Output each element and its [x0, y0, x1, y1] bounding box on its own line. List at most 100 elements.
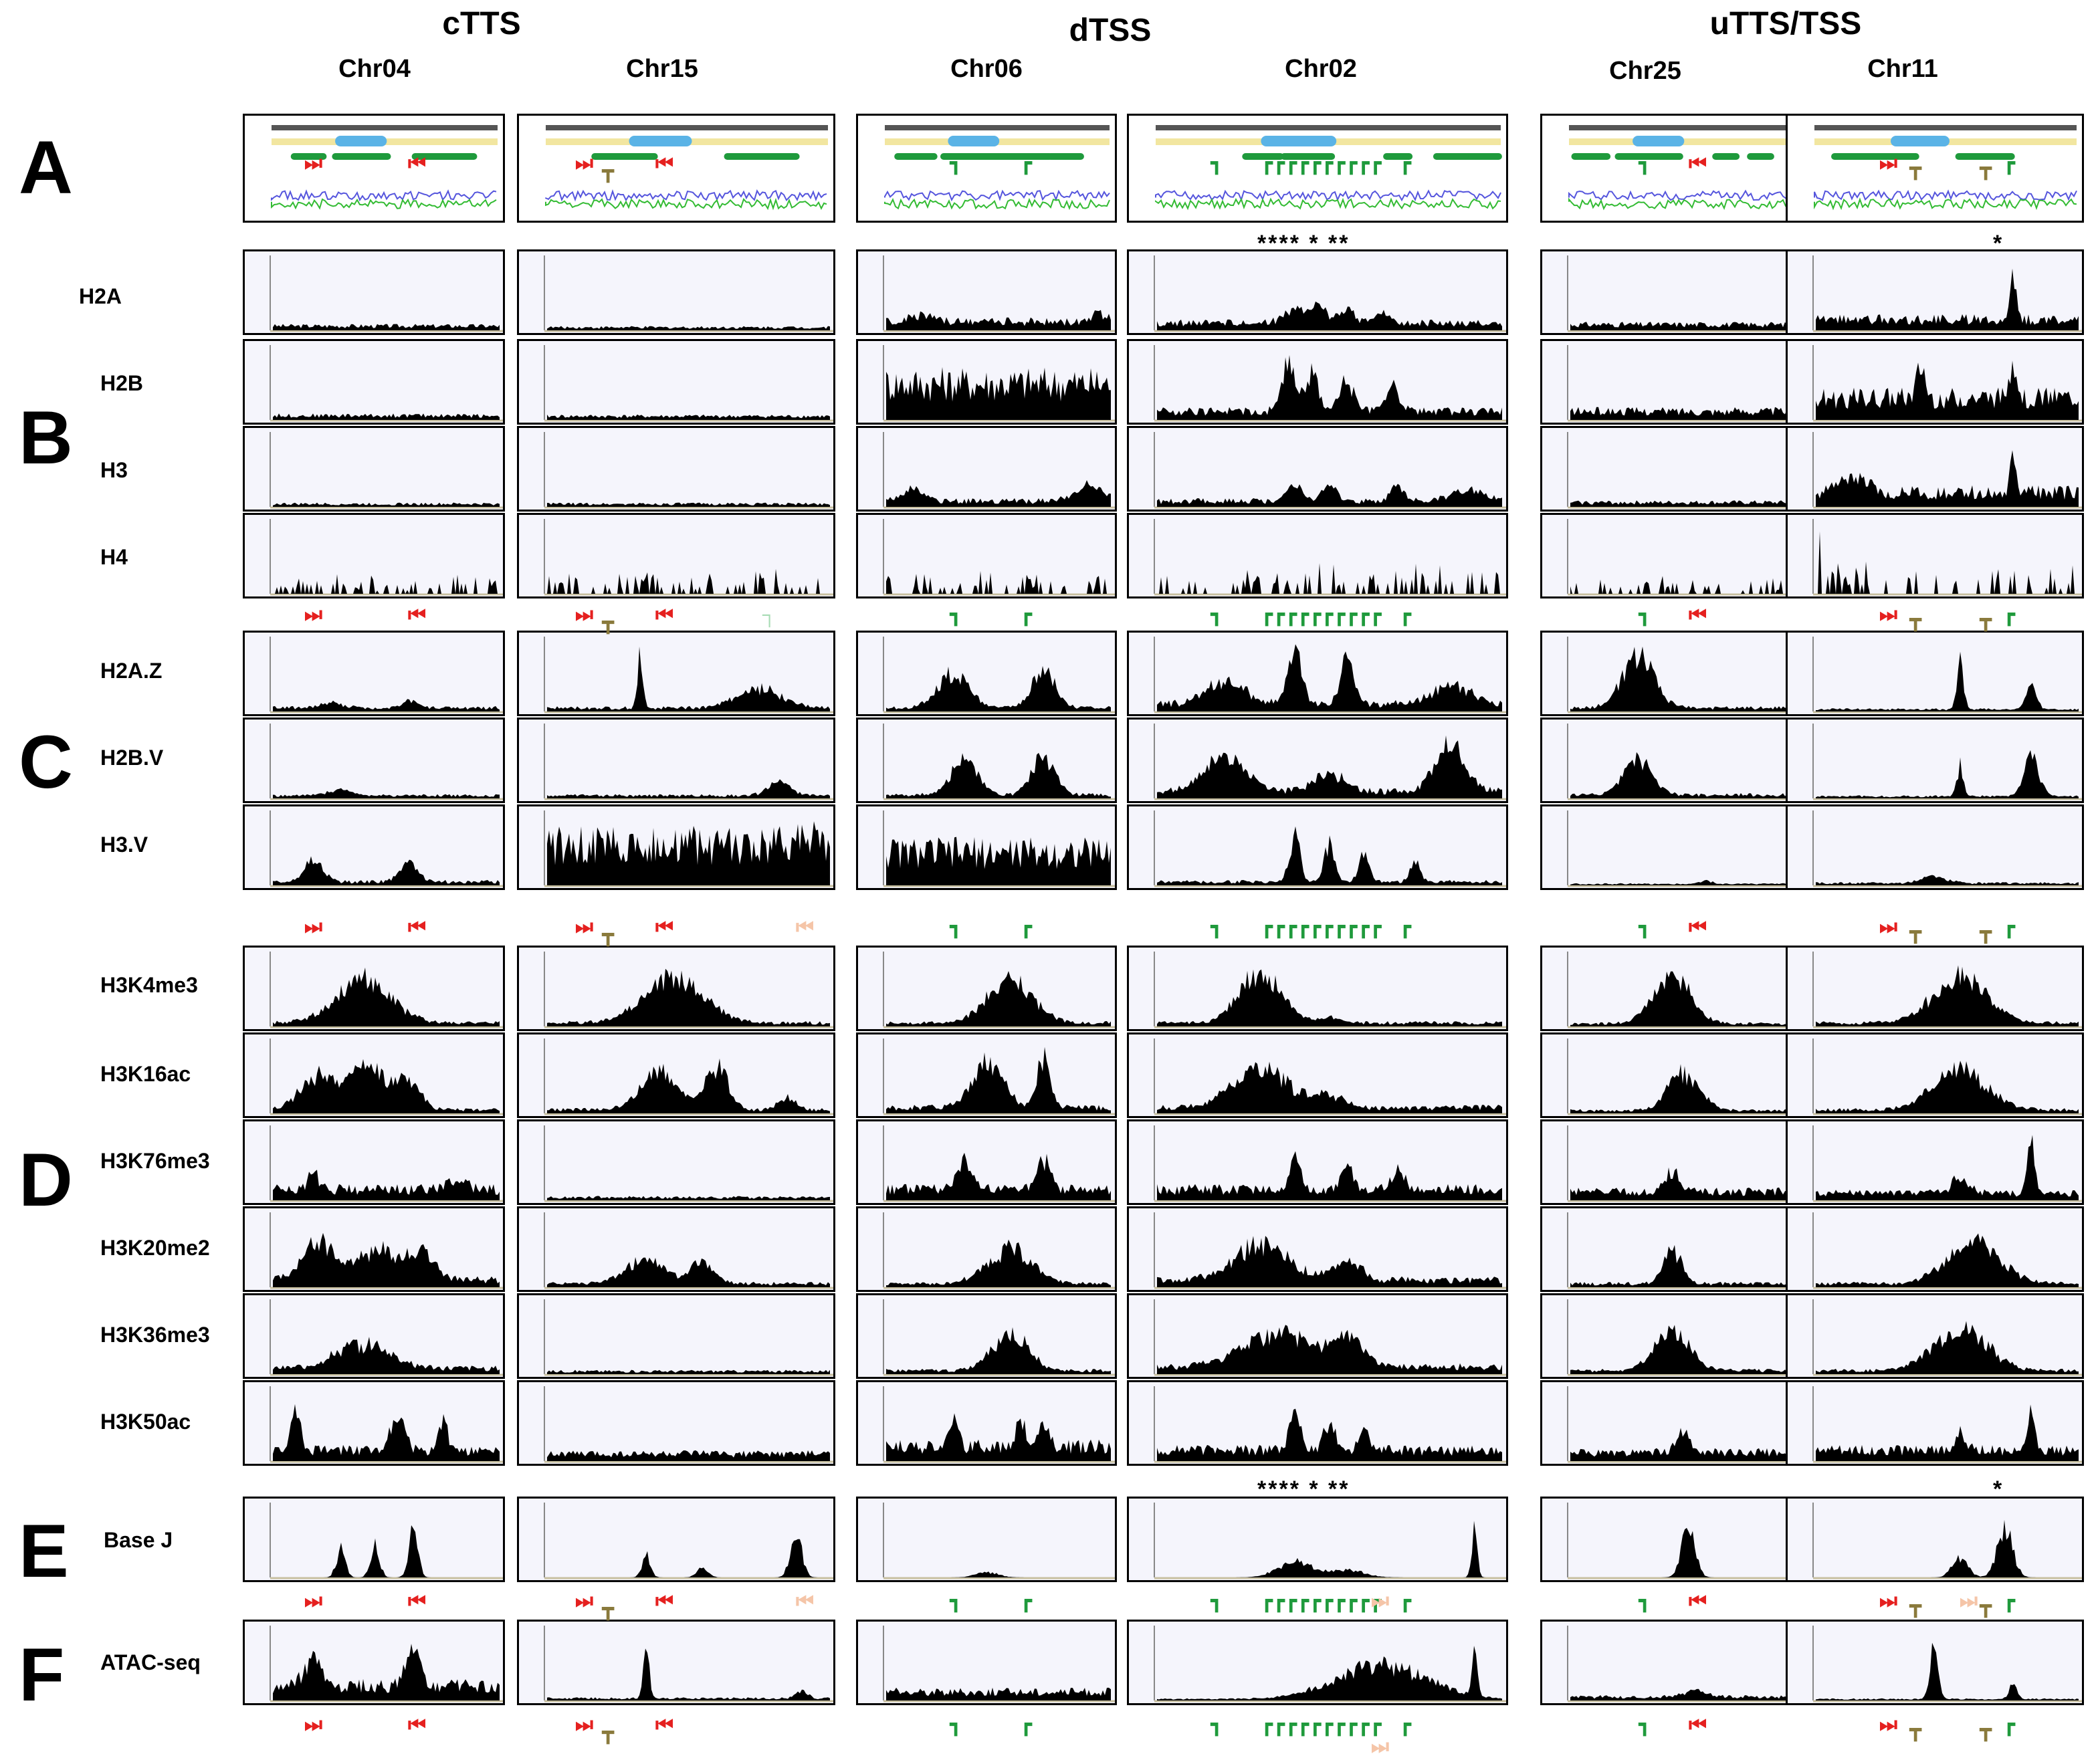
signal-plot: [1154, 432, 1506, 509]
faded-tts-marker-right-icon: ⏭: [1371, 1736, 1389, 1758]
signal-plot: [544, 724, 833, 800]
faded-tss-marker-icon: ┐: [762, 604, 777, 626]
track-h2a-z-chr11: [1786, 631, 2084, 716]
signal-plot: [270, 1626, 503, 1702]
track-h3k20me2-chr06: [856, 1206, 1117, 1292]
signal-plot: [1154, 1503, 1506, 1579]
signal-plot: [883, 255, 1115, 332]
track-h3k36me3-chr06: [856, 1293, 1117, 1379]
gene-feature: [1747, 153, 1774, 160]
track-h2a-z-chr04: [243, 631, 505, 716]
signal-area: [1157, 644, 1502, 711]
signal-plot: [883, 810, 1115, 887]
signal-area: [1570, 646, 1797, 711]
trna-marker-icon: ┳: [1909, 921, 1922, 944]
signal-plot: [1154, 952, 1506, 1028]
gene-feature: [1618, 153, 1683, 160]
tss-marker-icon: ┓: [1211, 1590, 1223, 1612]
region-label-cTTS: cTTS: [442, 6, 521, 41]
trna-marker-icon: ┳: [1980, 158, 1992, 180]
signal-area: [1816, 1061, 2079, 1113]
signal-plot: [544, 952, 833, 1028]
signal-area: [1816, 1642, 2079, 1700]
signal-plot: [883, 519, 1115, 596]
gene-feature: [940, 153, 999, 160]
convergent-tts-marker-right-icon: ⏭: [1879, 916, 1897, 938]
signal-area: [886, 1239, 1111, 1287]
track-h3k16ac-chr11: [1786, 1032, 2084, 1118]
convergent-tts-marker-right-icon: ⏭: [1879, 1590, 1897, 1612]
genome-browser-chr06: [856, 114, 1117, 223]
track-h3-v-chr06: [856, 804, 1117, 890]
track-h3k76me3-chr02: [1127, 1119, 1508, 1205]
centromere-feature: [335, 136, 387, 146]
at-skew-line: [884, 197, 1110, 211]
signal-area: [547, 1196, 830, 1200]
signal-area: [886, 570, 1111, 594]
signal-plot: [1154, 345, 1506, 422]
signal-plot: [1567, 1038, 1800, 1115]
track-atac-seq-chr25: [1540, 1620, 1802, 1705]
gene-feature: [744, 153, 800, 160]
signal-plot: [270, 1212, 503, 1289]
convergent-ttS-marker-right-icon: ⏭: [304, 1714, 322, 1736]
track-h2b-v-chr25: [1540, 718, 1802, 803]
track-h2a-chr06: [856, 249, 1117, 335]
gene-feature: [411, 153, 447, 160]
track-label-h3k4me3: H3K4me3: [100, 973, 198, 997]
tss-marker-icon: ┏: [1020, 604, 1033, 626]
track-label-h3k16ac: H3K16ac: [100, 1062, 191, 1086]
track-h2a-chr04: [243, 249, 505, 335]
signal-plot: [1812, 519, 2082, 596]
convergent-tts-marker-left-icon: ⏮: [1689, 152, 1707, 175]
gene-feature: [1712, 153, 1740, 160]
tss-marker-icon: ┓: [950, 1590, 962, 1612]
chr11-asterisk-mark-e: *: [1993, 1476, 2004, 1502]
trna-marker-icon: ┳: [1980, 1719, 1992, 1741]
signal-area: [1570, 879, 1797, 885]
signal-area: [1157, 1151, 1502, 1200]
signal-area: [1570, 500, 1797, 507]
signal-area: [273, 788, 500, 798]
signal-area: [547, 568, 830, 594]
signal-area: [1157, 1408, 1502, 1461]
centromere-feature: [1891, 136, 1950, 146]
genome-browser-chr25: [1540, 114, 1802, 223]
tss-cluster-marker-icon: ┏┏┏┏┏┏┏┏┏┏: [1261, 916, 1382, 938]
signal-plot: [544, 1038, 833, 1115]
signal-area: [886, 1571, 1111, 1577]
genome-browser-chr15: [517, 114, 835, 223]
tss-marker-icon: ┏: [1020, 152, 1033, 175]
track-h3k50ac-chr11: [1786, 1380, 2084, 1466]
signal-plot: [1154, 255, 1506, 332]
track-h3k4me3-chr06: [856, 946, 1117, 1031]
track-h3k50ac-chr04: [243, 1380, 505, 1466]
track-atac-seq-chr02: [1127, 1620, 1508, 1705]
track-label-h3k76me3: H3K76me3: [100, 1149, 210, 1173]
signal-plot: [883, 1038, 1115, 1115]
signal-area: [886, 665, 1111, 711]
signal-plot: [1812, 1386, 2082, 1463]
signal-area: [273, 1170, 500, 1200]
track-base-j-chr02: [1127, 1497, 1508, 1582]
signal-area: [547, 1256, 830, 1287]
signal-area: [1570, 1064, 1797, 1113]
signal-plot: [544, 255, 833, 332]
convergent-tts-marker-left-icon: ⏮: [655, 604, 673, 626]
convergent-tts-marker-left-icon: ⏮: [408, 1590, 426, 1612]
signal-plot: [1812, 637, 2082, 713]
signal-area: [1816, 450, 2079, 507]
signal-area: [273, 1337, 500, 1374]
track-label-h3k50ac: H3K50ac: [100, 1410, 191, 1434]
track-label-h4: H4: [100, 545, 128, 569]
track-atac-seq-chr11: [1786, 1620, 2084, 1705]
region-label-uTTS-TSS: uTTS/TSS: [1709, 6, 1862, 41]
signal-area: [273, 856, 500, 885]
track-label-base-j: Base J: [104, 1528, 173, 1552]
coordinate-ruler: [1156, 125, 1501, 130]
signal-area: [547, 1539, 830, 1577]
signal-plot: [1812, 1125, 2082, 1202]
centromere-feature: [1261, 136, 1337, 146]
trna-marker-icon: ┳: [602, 1598, 615, 1620]
track-h2a-z-chr25: [1540, 631, 1802, 716]
